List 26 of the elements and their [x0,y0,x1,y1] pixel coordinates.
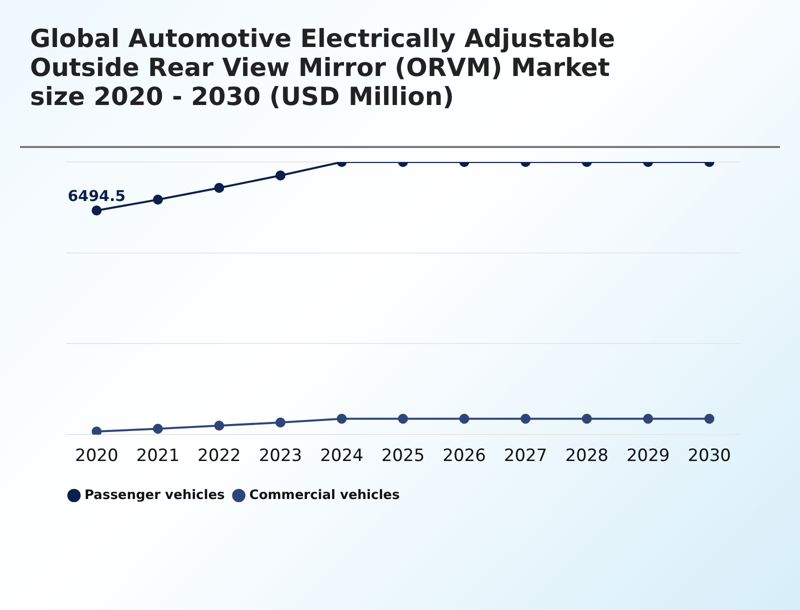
data-label: 6494.5 [68,186,126,205]
point [152,424,163,434]
x-tick-label: 2022 [198,446,241,466]
x-tick-label: 2025 [381,446,425,466]
point [336,414,347,424]
x-tick-label: 2029 [626,446,670,466]
point [643,414,654,424]
point [704,414,714,424]
point [275,418,286,428]
point [398,414,408,424]
point [582,414,592,424]
chart-title: Global Automotive Electrically Adjustable Outside Rear View Mirror (ORVM) Market size 2020 - 2030 (USD Million) [30,24,616,111]
x-tick-label: 2030 [688,446,731,466]
point [520,414,531,424]
x-tick-label: 2020 [75,446,118,466]
x-tick-label: 2026 [442,446,486,466]
x-tick-label: 2021 [136,446,180,466]
x-tick-label: 2027 [504,446,548,466]
point [214,420,224,431]
x-tick-label: 2028 [565,446,608,466]
point [92,426,102,435]
x-tick-label: 2023 [258,446,302,466]
legend-label: Commercial vehicles [249,488,400,503]
point [459,414,470,424]
legend-label: Passenger vehicles [84,488,226,503]
x-tick-label: 2024 [320,446,364,466]
